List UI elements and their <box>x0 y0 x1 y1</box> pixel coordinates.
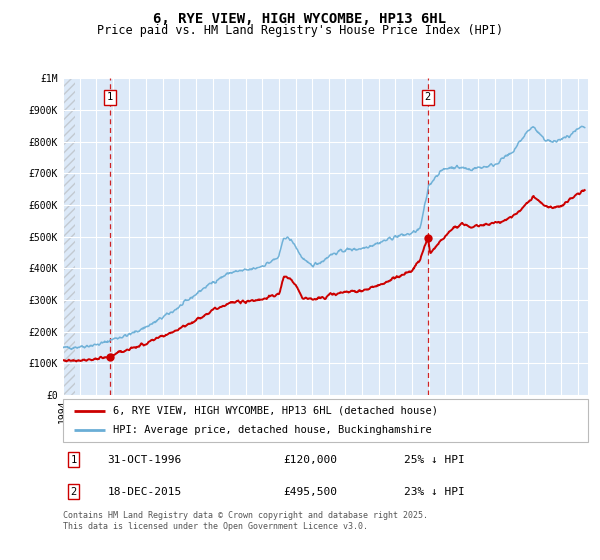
FancyBboxPatch shape <box>63 399 588 442</box>
Text: 2: 2 <box>70 487 77 497</box>
Text: 6, RYE VIEW, HIGH WYCOMBE, HP13 6HL: 6, RYE VIEW, HIGH WYCOMBE, HP13 6HL <box>154 12 446 26</box>
Text: HPI: Average price, detached house, Buckinghamshire: HPI: Average price, detached house, Buck… <box>113 425 431 435</box>
Text: Price paid vs. HM Land Registry's House Price Index (HPI): Price paid vs. HM Land Registry's House … <box>97 24 503 37</box>
Text: 23% ↓ HPI: 23% ↓ HPI <box>404 487 465 497</box>
Text: Contains HM Land Registry data © Crown copyright and database right 2025.
This d: Contains HM Land Registry data © Crown c… <box>63 511 428 531</box>
Text: 1: 1 <box>70 455 77 465</box>
Text: 2: 2 <box>425 92 431 102</box>
Text: £120,000: £120,000 <box>284 455 337 465</box>
Text: £495,500: £495,500 <box>284 487 337 497</box>
Text: 6, RYE VIEW, HIGH WYCOMBE, HP13 6HL (detached house): 6, RYE VIEW, HIGH WYCOMBE, HP13 6HL (det… <box>113 406 438 416</box>
Text: 18-DEC-2015: 18-DEC-2015 <box>107 487 182 497</box>
Text: 1: 1 <box>107 92 113 102</box>
Text: 25% ↓ HPI: 25% ↓ HPI <box>404 455 465 465</box>
Bar <box>63 0 74 395</box>
Text: 31-OCT-1996: 31-OCT-1996 <box>107 455 182 465</box>
